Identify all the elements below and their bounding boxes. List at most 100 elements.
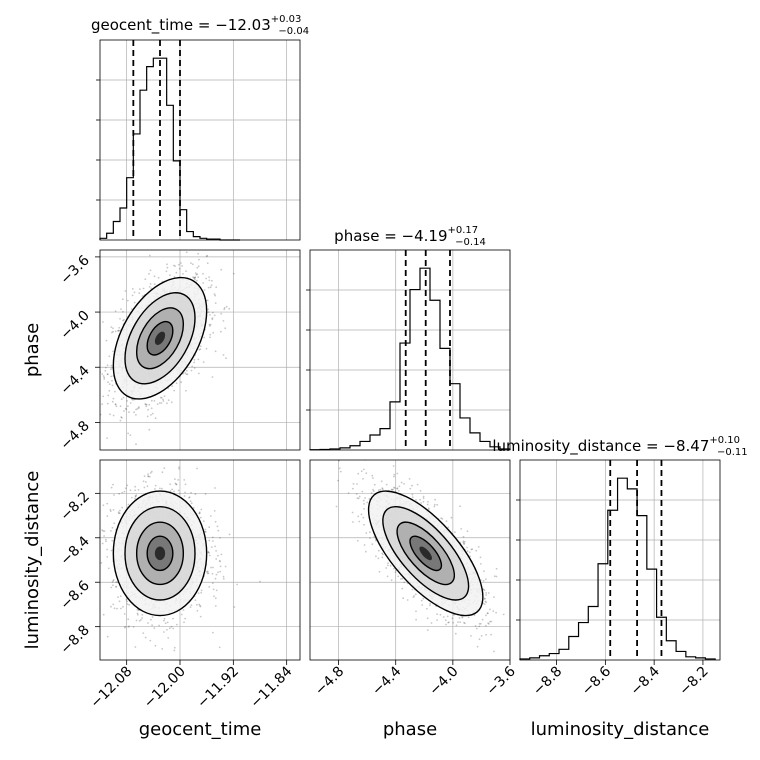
sample-point xyxy=(478,623,481,625)
sample-point xyxy=(102,504,105,507)
sample-point xyxy=(485,633,487,636)
sample-point xyxy=(128,411,130,413)
sample-point xyxy=(163,619,165,622)
sample-point xyxy=(117,330,119,332)
sample-point xyxy=(161,487,163,490)
sample-point xyxy=(92,370,94,372)
sample-point xyxy=(382,457,384,459)
sample-point xyxy=(100,562,103,564)
sample-point xyxy=(214,545,217,548)
sample-point xyxy=(148,272,150,275)
sample-point xyxy=(378,570,381,573)
sample-point xyxy=(393,487,396,489)
sample-point xyxy=(102,613,105,616)
sample-point xyxy=(123,410,125,412)
sample-point xyxy=(193,361,196,364)
sample-point xyxy=(131,398,134,401)
sample-point xyxy=(108,383,111,385)
sample-point xyxy=(145,403,148,406)
sample-point xyxy=(202,361,205,363)
sample-point xyxy=(198,258,200,261)
contour-line xyxy=(112,490,208,617)
sample-point xyxy=(212,588,215,591)
sample-point xyxy=(111,581,114,583)
sample-point xyxy=(125,598,128,601)
sample-point xyxy=(436,619,438,621)
sample-point xyxy=(166,263,168,266)
sample-point xyxy=(482,580,485,582)
sample-point xyxy=(111,331,113,334)
sample-point xyxy=(102,375,105,377)
sample-point xyxy=(420,502,422,504)
sample-point xyxy=(213,293,216,295)
sample-point xyxy=(212,566,214,569)
sample-point xyxy=(224,327,227,330)
sample-point xyxy=(133,301,136,304)
sample-point xyxy=(365,472,368,475)
sample-point xyxy=(110,326,113,328)
sample-point xyxy=(112,584,114,587)
sample-point xyxy=(161,648,164,650)
sample-point xyxy=(476,645,479,648)
sample-point xyxy=(362,477,364,480)
sample-point xyxy=(218,646,221,649)
sample-point xyxy=(222,575,225,578)
sample-point xyxy=(120,398,123,400)
sample-point xyxy=(338,467,341,470)
sample-point xyxy=(93,423,95,425)
sample-point xyxy=(413,595,415,597)
sample-point xyxy=(194,276,197,279)
sample-point xyxy=(122,396,125,399)
sample-point xyxy=(397,489,400,492)
sample-point xyxy=(143,475,146,477)
sample-point xyxy=(190,491,193,494)
luminosity-distance-vs-geocent-time-scatter xyxy=(92,460,300,660)
sample-point xyxy=(439,613,442,616)
sample-point xyxy=(175,382,178,385)
sample-point xyxy=(173,646,176,649)
sample-point xyxy=(433,503,436,506)
sample-point xyxy=(211,279,213,282)
sample-point xyxy=(489,620,491,623)
sample-point xyxy=(363,508,365,510)
sample-point xyxy=(198,511,201,514)
sample-point xyxy=(117,329,120,332)
sample-point xyxy=(93,349,95,351)
sample-point xyxy=(108,355,111,358)
sample-point xyxy=(228,533,231,536)
sample-point xyxy=(363,503,365,505)
sample-point xyxy=(184,372,187,374)
sample-point xyxy=(233,606,236,608)
sample-point xyxy=(138,620,141,622)
sample-point xyxy=(184,491,187,494)
sample-point xyxy=(351,511,354,514)
sample-point xyxy=(167,399,170,402)
sample-point xyxy=(213,595,215,598)
sample-point xyxy=(132,626,135,628)
sample-point xyxy=(98,390,100,392)
sample-point xyxy=(123,613,126,615)
sample-point xyxy=(427,508,430,511)
sample-point xyxy=(188,496,191,499)
sample-point xyxy=(190,502,193,505)
sample-point xyxy=(204,493,207,495)
sample-point xyxy=(119,318,121,320)
sample-point xyxy=(220,330,222,333)
sample-point xyxy=(137,489,140,491)
sample-point xyxy=(217,529,220,532)
sample-point xyxy=(175,483,178,486)
sample-point xyxy=(169,483,172,486)
sample-point xyxy=(445,623,447,626)
sample-point xyxy=(106,635,109,638)
sample-point xyxy=(208,276,211,278)
sample-point xyxy=(198,372,200,375)
sample-point xyxy=(208,539,211,542)
sample-point xyxy=(92,580,94,582)
sample-point xyxy=(202,520,205,523)
sample-point xyxy=(191,263,194,266)
sample-point xyxy=(208,526,211,529)
sample-point xyxy=(222,578,225,580)
sample-point xyxy=(101,529,104,531)
sample-point xyxy=(113,494,115,496)
sample-point xyxy=(420,599,423,602)
